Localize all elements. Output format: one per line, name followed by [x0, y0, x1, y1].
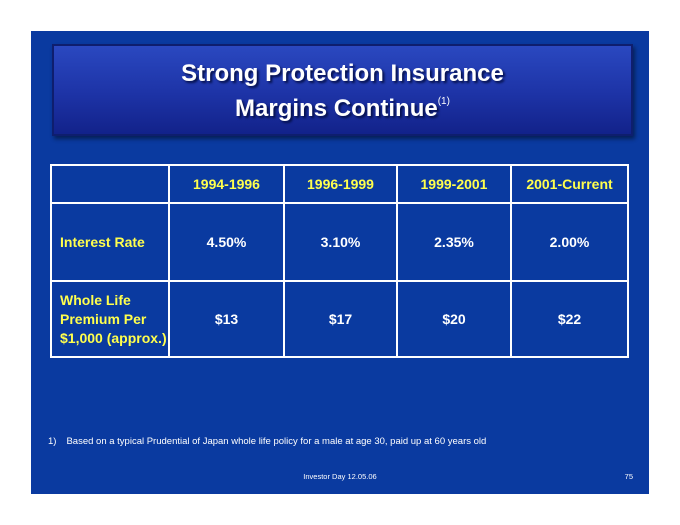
footnote: 1) Based on a typical Prudential of Japan…	[48, 436, 486, 447]
title-footnote-marker: (1)	[437, 96, 450, 107]
table-row: Interest Rate 4.50% 3.10% 2.35% 2.00%	[50, 202, 629, 282]
table-cell: $20	[396, 280, 512, 358]
column-header: 1996-1999	[283, 164, 398, 204]
table-header-row: 1994-1996 1996-1999 1999-2001 2001-Curre…	[50, 164, 629, 204]
row-label-line: Premium Per	[60, 310, 147, 327]
slide-title-line-1: Strong Protection Insurance	[181, 60, 504, 87]
table-cell: 2.00%	[510, 202, 629, 282]
row-label-line: Whole Life	[60, 291, 131, 308]
table-cell: $22	[510, 280, 629, 358]
table-row: Whole Life Premium Per $1,000 (approx.) …	[50, 280, 629, 358]
page-number: 75	[624, 472, 633, 481]
footer-event: Investor Day 12.05.06	[303, 472, 377, 481]
row-label-line: $1,000 (approx.)	[60, 329, 167, 346]
slide-title-text: Margins Continue	[235, 95, 438, 122]
column-header: 1994-1996	[168, 164, 285, 204]
column-header: 1999-2001	[396, 164, 512, 204]
table-cell: 2.35%	[396, 202, 512, 282]
slide: Strong Protection Insurance Margins Cont…	[31, 31, 649, 494]
table-cell: $13	[168, 280, 285, 358]
table-cell: $17	[283, 280, 398, 358]
footnote-number: 1)	[48, 436, 57, 447]
footnote-text: Based on a typical Prudential of Japan w…	[66, 436, 487, 447]
row-label-whole-life-premium: Whole Life Premium Per $1,000 (approx.)	[50, 280, 170, 358]
row-label-line: Interest Rate	[60, 233, 145, 250]
rates-table: 1994-1996 1996-1999 1999-2001 2001-Curre…	[50, 164, 629, 358]
slide-title-line-2: Margins Continue(1)	[54, 88, 631, 123]
title-box: Strong Protection Insurance Margins Cont…	[52, 44, 633, 136]
column-header: 2001-Current	[510, 164, 629, 204]
table-corner-cell	[50, 164, 170, 204]
table-cell: 4.50%	[168, 202, 285, 282]
table-cell: 3.10%	[283, 202, 398, 282]
row-label-interest-rate: Interest Rate	[50, 202, 170, 282]
